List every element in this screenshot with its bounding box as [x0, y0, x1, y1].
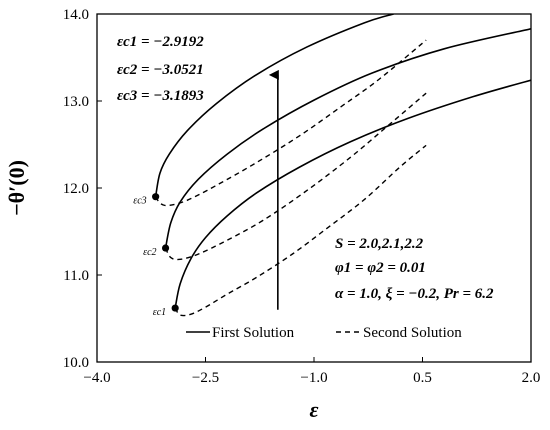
second-solution-curve-S22 [155, 39, 427, 207]
y-tick-label: 14.0 [63, 7, 89, 23]
first-solution-curve-S21 [164, 28, 531, 249]
critical-point-2 [161, 244, 170, 252]
y-tick-label: 12.0 [63, 181, 89, 197]
curves-group [154, 14, 531, 317]
first-solution-curve-S20 [174, 79, 531, 309]
legend: First Solution Second Solution [186, 325, 462, 341]
parameter-phi: φ1 = φ2 = 0.01 [335, 260, 426, 276]
parameter-alpha: α = 1.0, ξ = −0.2, Pr = 6.2 [335, 286, 494, 302]
x-tick-label: −1.0 [300, 370, 327, 386]
critical-value-1: εc1 = −2.9192 [117, 34, 204, 50]
y-tick-label: 11.0 [63, 268, 89, 284]
x-tick-label: 2.0 [522, 370, 541, 386]
y-tick-label: 13.0 [63, 94, 89, 110]
x-tick-label: −2.5 [192, 370, 219, 386]
critical-values-box: εc1 = −2.9192 εc2 = −3.0521 εc3 = −3.189… [117, 34, 204, 104]
critical-point-label-1: εc1 [153, 307, 166, 318]
parameter-s: S = 2.0,2.1,2.2 [335, 236, 424, 252]
critical-points-group: εc1 εc2 εc3 [133, 193, 179, 318]
parameters-box: S = 2.0,2.1,2.2 φ1 = φ2 = 0.01 α = 1.0, … [335, 236, 494, 302]
critical-value-2: εc2 = −3.0521 [117, 62, 204, 78]
critical-value-3: εc3 = −3.1893 [117, 88, 204, 104]
first-solution-curve-S22 [154, 14, 394, 197]
second-solution-curve-S21 [164, 92, 427, 261]
x-tick-label: −4.0 [83, 370, 110, 386]
x-axis-label: ε [309, 397, 318, 422]
legend-first-solution: First Solution [212, 325, 295, 341]
y-tick-label: 10.0 [63, 355, 89, 371]
critical-point-1 [171, 304, 179, 312]
critical-point-label-2: εc2 [143, 247, 156, 258]
critical-point-label-3: εc3 [133, 196, 146, 207]
legend-second-solution: Second Solution [363, 325, 462, 341]
y-axis-label: −θ′(0) [4, 160, 29, 216]
second-solution-curve-S20 [174, 144, 427, 317]
ticks-group: −4.0 −2.5 −1.0 0.5 2.0 10.0 11.0 12.0 13.0 14.0 [63, 7, 541, 386]
critical-point-3 [152, 193, 160, 201]
x-tick-label: 0.5 [413, 370, 432, 386]
